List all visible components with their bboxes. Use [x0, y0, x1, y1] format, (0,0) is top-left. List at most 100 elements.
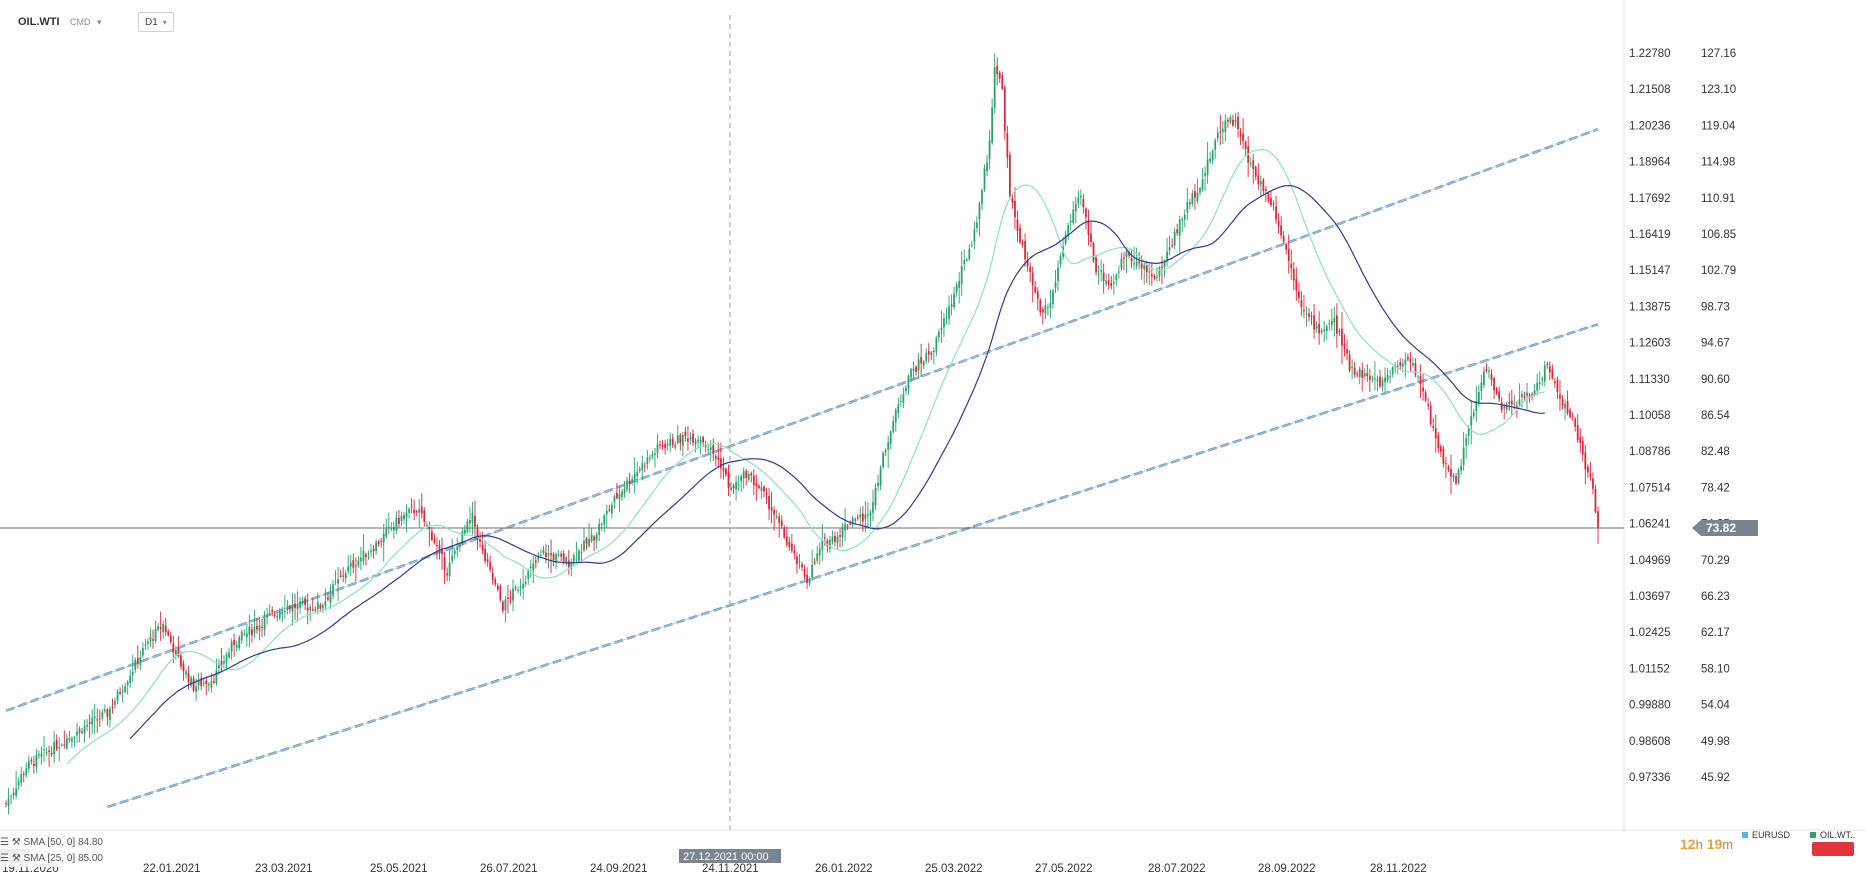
- candle: [314, 609, 317, 611]
- candle: [177, 648, 180, 657]
- candle: [1047, 307, 1049, 309]
- candle: [73, 737, 76, 739]
- candle: [849, 523, 852, 525]
- candle: [1424, 392, 1427, 401]
- candle: [377, 541, 380, 545]
- timeframe-selector[interactable]: D1 ▾: [138, 12, 174, 32]
- candle: [1095, 257, 1097, 273]
- candle: [1576, 425, 1579, 441]
- candle: [164, 625, 167, 633]
- candle: [131, 671, 134, 675]
- y-tick-label-eurusd: 1.10058: [1629, 410, 1671, 422]
- candle: [476, 528, 479, 540]
- candle: [1445, 463, 1447, 465]
- candle: [796, 556, 798, 565]
- y-tick-label: 106.85: [1701, 229, 1736, 241]
- candle: [821, 540, 824, 550]
- candle: [973, 229, 976, 243]
- candle: [126, 681, 129, 685]
- indicator-sma50[interactable]: ☰ ⚒ SMA [50, 0] 84.80: [0, 835, 103, 851]
- candle: [1505, 404, 1508, 410]
- candle: [600, 524, 603, 526]
- candle: [301, 601, 304, 604]
- candle: [1262, 179, 1265, 192]
- candle: [1500, 402, 1503, 411]
- candle: [1450, 469, 1452, 477]
- candle: [65, 738, 68, 749]
- candle: [162, 623, 165, 633]
- x-tick-label: 24.09.2021: [590, 863, 648, 875]
- indicator-legend: ☰ ⚒ SMA [50, 0] 84.80 ☰ ⚒ SMA [25, 0] 85…: [0, 835, 103, 867]
- candle: [1508, 401, 1511, 404]
- candle: [897, 404, 900, 413]
- candle: [1358, 368, 1361, 378]
- candle: [1569, 409, 1572, 418]
- candle: [943, 318, 945, 328]
- indicator-sma25[interactable]: ☰ ⚒ SMA [25, 0] 85.00: [0, 851, 103, 867]
- sma50-line[interactable]: [129, 184, 1545, 740]
- candle: [499, 586, 502, 600]
- candle: [63, 744, 66, 746]
- sma25-line[interactable]: [66, 148, 1545, 765]
- candle: [263, 618, 266, 630]
- candle: [666, 444, 669, 446]
- candle: [856, 517, 859, 519]
- candle: [945, 317, 948, 319]
- candle: [463, 529, 466, 534]
- candle: [927, 350, 930, 355]
- candle: [109, 708, 111, 720]
- candle: [253, 627, 256, 633]
- candle: [349, 562, 352, 567]
- candle: [1323, 329, 1326, 331]
- candle: [626, 480, 628, 490]
- candle: [230, 641, 233, 652]
- candle: [641, 463, 644, 471]
- candle: [147, 641, 149, 644]
- candle: [316, 602, 319, 610]
- candle: [1064, 234, 1067, 244]
- candle: [491, 573, 494, 581]
- candle: [758, 485, 760, 488]
- candle: [471, 512, 474, 523]
- candle: [1475, 401, 1478, 412]
- candle: [494, 579, 497, 585]
- candle: [570, 562, 573, 569]
- legend-eurusd[interactable]: EURUSD: [1742, 830, 1790, 840]
- x-tick-label: 27.05.2022: [1035, 863, 1093, 875]
- candle: [557, 554, 560, 556]
- candle: [671, 438, 674, 446]
- candle: [872, 502, 874, 513]
- candle: [674, 444, 677, 448]
- candle: [1168, 247, 1171, 251]
- chevron-down-icon[interactable]: ▾: [97, 16, 102, 27]
- candle: [1171, 245, 1174, 247]
- candle: [598, 524, 601, 535]
- candle: [1313, 315, 1315, 330]
- candle: [218, 663, 220, 669]
- candle: [730, 487, 732, 491]
- candle: [418, 509, 421, 513]
- candle: [610, 504, 613, 514]
- candle: [565, 557, 568, 563]
- candle: [699, 440, 702, 444]
- candle: [844, 524, 846, 530]
- candle: [233, 639, 236, 645]
- legend-oil[interactable]: OIL.WT..: [1810, 830, 1855, 840]
- candle: [1049, 302, 1052, 308]
- candle: [1026, 260, 1029, 267]
- candle: [1483, 371, 1485, 386]
- symbol-label[interactable]: OIL.WTI: [18, 16, 60, 28]
- candle: [1518, 399, 1521, 405]
- candle: [1566, 401, 1569, 414]
- candle: [71, 738, 73, 742]
- candle: [707, 449, 710, 451]
- candle: [446, 573, 448, 576]
- y-tick-label: 98.73: [1701, 301, 1730, 313]
- candle: [1401, 363, 1404, 367]
- x-tick-label: 22.01.2021: [143, 863, 201, 875]
- candle: [892, 421, 895, 432]
- candle: [1059, 255, 1062, 265]
- candle: [790, 543, 793, 551]
- candle: [638, 469, 641, 471]
